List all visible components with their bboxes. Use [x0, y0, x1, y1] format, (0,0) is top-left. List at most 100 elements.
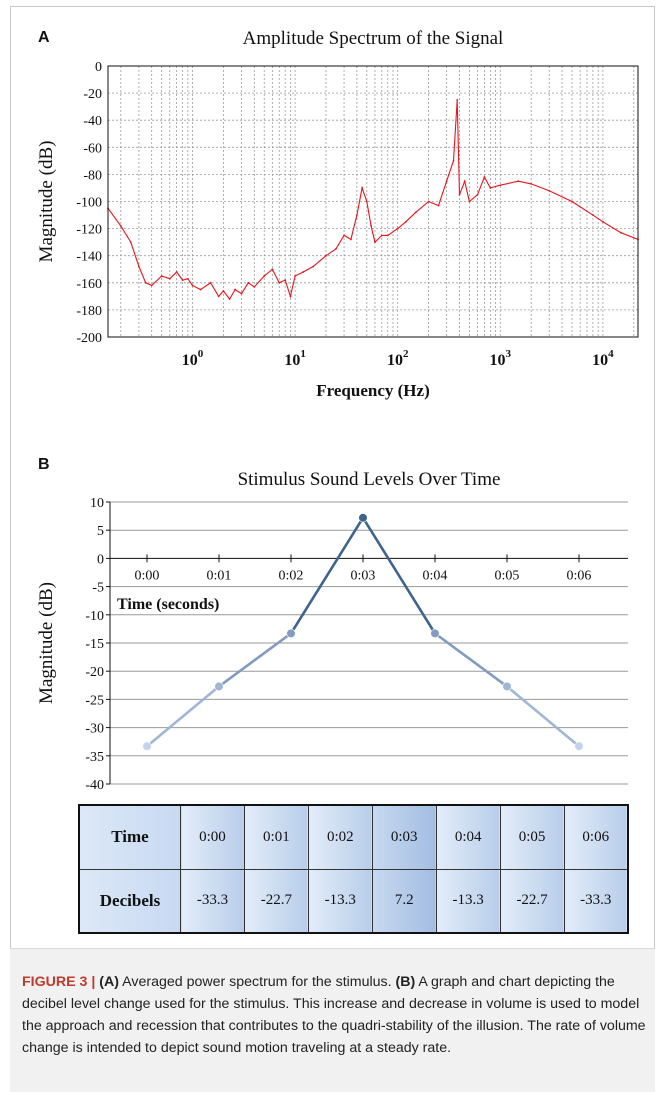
chart-b-x-tick-label: 0:04 — [423, 568, 448, 583]
table-cell-time: 0:06 — [563, 804, 629, 870]
chart-a-x-tick-label: 103 — [490, 348, 512, 369]
chart-a-y-tick-label: -60 — [83, 141, 102, 156]
caption-a-label: (A) — [99, 974, 119, 990]
chart-a-point — [150, 284, 153, 287]
chart-a-point — [234, 288, 236, 291]
caption-b-label: (B) — [395, 974, 416, 990]
chart-b-x-tick-label: 0:03 — [351, 568, 376, 583]
chart-a-point — [240, 292, 243, 295]
chart-b-point — [430, 628, 440, 639]
chart-a-point — [427, 200, 430, 203]
chart-b-y-tick-label: 10 — [90, 496, 104, 511]
chart-a-point — [374, 241, 376, 244]
chart-a-y-tick-label: -140 — [76, 250, 102, 265]
chart-a-y-tick-label: -20 — [83, 87, 102, 102]
chart-b-x-tick-label: 0:06 — [567, 568, 592, 583]
chart-a-point — [263, 275, 266, 277]
chart-a-point — [253, 285, 256, 288]
chart-b-point — [574, 741, 584, 751]
chart-a-y-tick-label: 0 — [95, 60, 102, 75]
decibel-table: Time 0:00 0:01 0:02 0:03 0:04 0:05 0:06 … — [78, 804, 629, 934]
chart-a-point — [361, 187, 364, 189]
chart-a-point — [350, 238, 352, 241]
chart-a-point — [160, 275, 163, 277]
chart-a-point — [592, 214, 594, 216]
chart-b-x-tick-label: 0:05 — [495, 568, 520, 583]
chart-b-title: Stimulus Sound Levels Over Time — [238, 469, 501, 490]
chart-a-point — [181, 279, 184, 281]
chart-a-point — [278, 281, 281, 284]
table-cell-time: 0:00 — [180, 804, 245, 870]
chart-a-point — [620, 231, 622, 234]
chart-a-point — [370, 224, 372, 227]
chart-b-series-segment — [505, 685, 581, 748]
chart-a-point — [217, 295, 220, 298]
chart-a-point — [302, 271, 305, 273]
chart-a-point — [294, 275, 297, 277]
chart-b-y-tick-label: -5 — [92, 581, 104, 596]
chart-a-point — [483, 176, 486, 179]
table-cell-decibels: -13.3 — [435, 868, 501, 934]
chart-a-point — [404, 220, 407, 223]
chart-b-series-segment — [361, 516, 437, 635]
chart-a-x-tick-label: 102 — [387, 348, 409, 369]
chart-a-point — [191, 284, 194, 287]
chart-a-point — [571, 200, 573, 203]
chart-a-point — [168, 277, 171, 280]
caption-box — [10, 948, 655, 1092]
chart-a-y-tick-label: -180 — [76, 304, 102, 319]
chart-a-point — [601, 220, 604, 223]
table-cell-decibels: -33.3 — [563, 868, 629, 934]
chart-a-y-tick-label: -160 — [76, 277, 102, 292]
chart-a-y-tick-label: -40 — [83, 114, 102, 129]
chart-b-y-tick-label: -25 — [85, 693, 104, 708]
caption-a-text: Averaged power spectrum for the stimulus… — [119, 974, 396, 990]
figure-caption: FIGURE 3 | (A) Averaged power spectrum f… — [22, 971, 647, 1059]
chart-b-y-tick-label: -15 — [85, 637, 104, 652]
chart-b-series-segment — [145, 685, 221, 748]
chart-b-y-tick-label: 0 — [97, 552, 104, 567]
chart-b-x-tick-label: 0:01 — [207, 568, 232, 583]
chart-b-x-tick-label: 0:00 — [135, 568, 160, 583]
chart-a-point — [137, 265, 140, 268]
chart-a-y-tick-label: -100 — [76, 196, 102, 211]
chart-a-point — [456, 98, 459, 101]
chart-b-point — [142, 741, 152, 751]
chart-b-point — [358, 513, 368, 523]
chart-a-point — [247, 281, 250, 284]
chart-a-point — [414, 211, 417, 214]
chart-a-point — [199, 288, 202, 291]
chart-b-y-axis-label: Magnitude (dB) — [36, 582, 57, 704]
table-cell-decibels: 7.2 — [371, 868, 437, 934]
chart-a-point — [458, 193, 461, 196]
chart-a-y-tick-label: -120 — [76, 223, 102, 238]
chart-b-point — [214, 681, 224, 692]
chart-a-x-axis-label: Frequency (Hz) — [316, 381, 429, 400]
chart-a-point — [355, 214, 358, 216]
chart-a-point — [186, 277, 189, 280]
chart-a-point — [499, 184, 502, 187]
chart-a-y-axis-label: Magnitude (dB) — [36, 141, 57, 263]
chart-b-y-tick-label: -10 — [85, 609, 104, 624]
table-row-time: Time 0:00 0:01 0:02 0:03 0:04 0:05 0:06 — [78, 804, 629, 870]
chart-a-point — [548, 189, 551, 192]
chart-a-point — [209, 281, 212, 284]
chart-a-point — [452, 159, 455, 162]
table-cell-time: 0:05 — [499, 804, 565, 870]
chart-a-point — [129, 241, 132, 244]
chart-a-point — [365, 200, 368, 203]
chart-a-point — [380, 234, 383, 237]
table-row-decibels: Decibels -33.3 -22.7 -13.3 7.2 -13.3 -22… — [78, 868, 629, 934]
chart-a-point — [517, 180, 520, 183]
chart-a-point — [463, 180, 466, 183]
chart-a-point — [343, 234, 345, 237]
chart-a-point — [437, 204, 440, 207]
chart-a-point — [222, 290, 225, 292]
table-cell-time: 0:03 — [371, 804, 437, 870]
chart-a-point — [468, 200, 471, 203]
chart-a-point — [284, 279, 287, 281]
table-header-time: Time — [78, 804, 181, 870]
table-cell-decibels: -22.7 — [243, 868, 309, 934]
chart-b-series-segment — [217, 632, 293, 688]
chart-b-y-tick-label: -30 — [85, 722, 104, 737]
